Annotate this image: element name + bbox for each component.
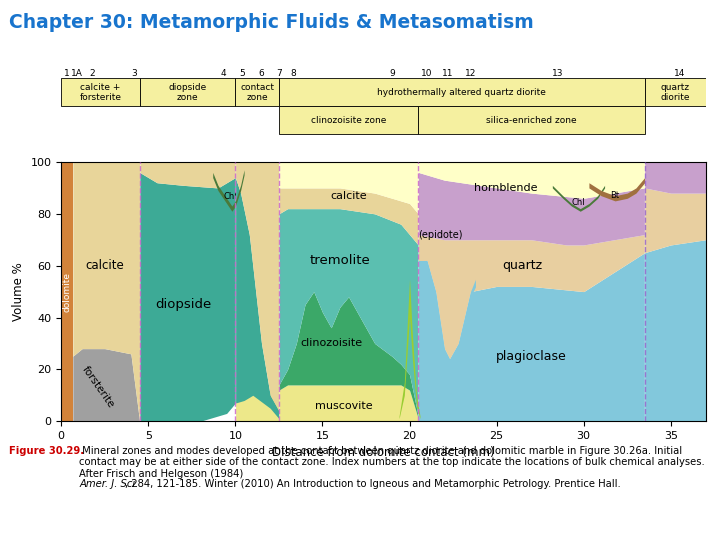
- Text: calcite: calcite: [86, 259, 124, 272]
- Bar: [61, 78, 140, 106]
- Text: 12: 12: [465, 69, 476, 78]
- Bar: [235, 78, 279, 106]
- Text: 13: 13: [552, 69, 563, 78]
- Text: hornblende: hornblende: [474, 183, 537, 193]
- Bar: [279, 78, 644, 106]
- Text: clinozoisite: clinozoisite: [300, 339, 362, 348]
- Text: 14: 14: [674, 69, 685, 78]
- Text: 4: 4: [220, 69, 226, 78]
- Text: 6: 6: [258, 69, 264, 78]
- Text: Bt: Bt: [611, 191, 620, 200]
- Text: Figure 30.29.: Figure 30.29.: [9, 446, 84, 456]
- Bar: [140, 78, 235, 106]
- Text: 3: 3: [132, 69, 138, 78]
- Text: 2: 2: [90, 69, 95, 78]
- Text: forsterite: forsterite: [80, 365, 116, 410]
- Text: 1A: 1A: [71, 69, 83, 78]
- Bar: [418, 106, 644, 134]
- Text: Amer. J. Sci.: Amer. J. Sci.: [79, 479, 138, 489]
- Y-axis label: Volume %: Volume %: [12, 262, 25, 321]
- Text: dolomite: dolomite: [63, 272, 71, 312]
- X-axis label: Distance from dolomite contact (mm): Distance from dolomite contact (mm): [272, 447, 495, 460]
- Text: 1: 1: [63, 69, 69, 78]
- Text: clinozoisite zone: clinozoisite zone: [311, 116, 386, 125]
- Text: , 284, 121-185. Winter (2010) An Introduction to Igneous and Metamorphic Petrolo: , 284, 121-185. Winter (2010) An Introdu…: [125, 479, 621, 489]
- Text: (epidote): (epidote): [418, 230, 463, 240]
- Text: muscovite: muscovite: [315, 401, 372, 410]
- Text: Chl: Chl: [572, 198, 585, 207]
- Bar: [644, 78, 706, 106]
- Text: diopside
zone: diopside zone: [168, 83, 207, 102]
- Text: 8: 8: [290, 69, 296, 78]
- Bar: [279, 106, 418, 134]
- Text: Chapter 30: Metamorphic Fluids & Metasomatism: Chapter 30: Metamorphic Fluids & Metasom…: [9, 14, 534, 32]
- Text: diopside: diopside: [155, 298, 211, 311]
- Text: silica-enriched zone: silica-enriched zone: [486, 116, 577, 125]
- Text: quartz: quartz: [503, 259, 543, 272]
- Text: Chl: Chl: [223, 192, 237, 201]
- Text: 5: 5: [240, 69, 246, 78]
- Text: plagioclase: plagioclase: [496, 350, 567, 363]
- Text: quartz
diorite: quartz diorite: [660, 83, 690, 102]
- Text: 10: 10: [421, 69, 433, 78]
- Text: calcite +
forsterite: calcite + forsterite: [79, 83, 122, 102]
- Text: 7: 7: [276, 69, 282, 78]
- Text: Mineral zones and modes developed at the contact between quartz diorite and dolo: Mineral zones and modes developed at the…: [79, 446, 705, 478]
- Text: 11: 11: [442, 69, 454, 78]
- Text: contact
zone: contact zone: [240, 83, 274, 102]
- Text: tremolite: tremolite: [310, 254, 370, 267]
- Text: 9: 9: [390, 69, 395, 78]
- Text: hydrothermally altered quartz diorite: hydrothermally altered quartz diorite: [377, 87, 546, 97]
- Text: calcite: calcite: [330, 191, 367, 201]
